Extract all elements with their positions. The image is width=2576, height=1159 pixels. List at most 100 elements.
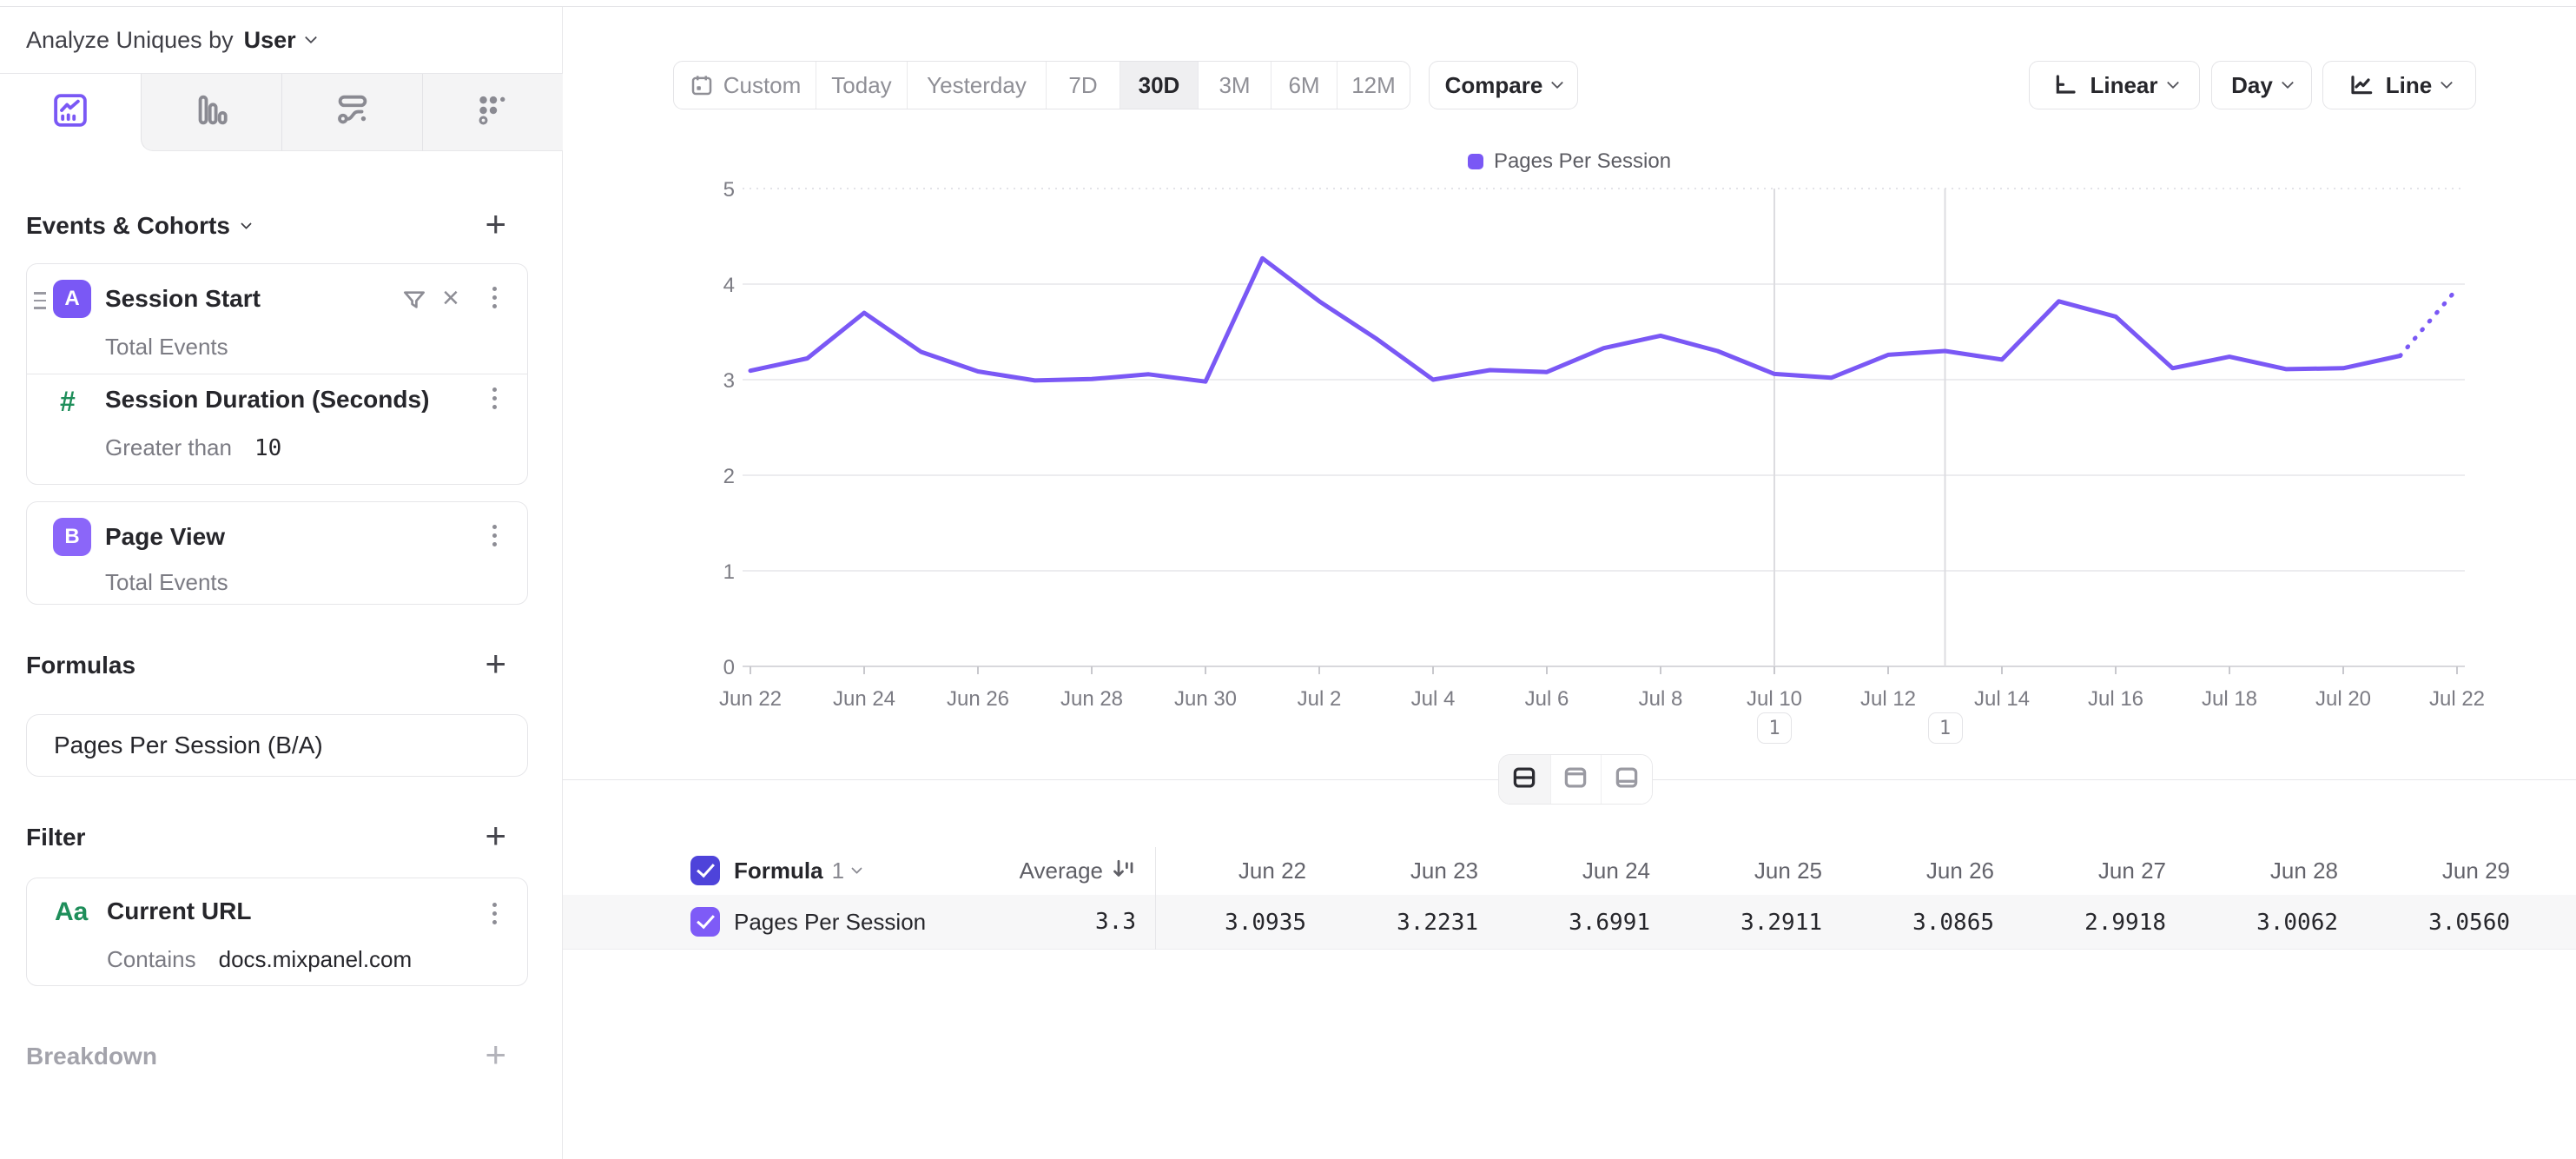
range-custom-button[interactable]: Custom [674,62,816,109]
scale-label: Linear [2090,71,2158,98]
chart-area: Pages Per Session 0 1 2 3 4 5 Jun 22 Jun 24 Jun … [563,139,2576,825]
view-table-only-button[interactable] [1601,755,1652,804]
chart-legend[interactable]: Pages Per Session [563,149,2576,174]
compare-button[interactable]: Compare [1429,61,1578,109]
table-date-values: 3.0935 3.2231 3.6991 3.2911 3.0865 2.9918 3.00… [1155,895,2531,950]
interval-dropdown[interactable]: Day [2211,61,2312,109]
range-7d-button[interactable]: 7D [1046,62,1120,109]
analyze-value-dropdown[interactable]: User [244,27,317,54]
formula-card[interactable]: Pages Per Session (B/A) [26,714,528,777]
table-date-headers: Jun 22 Jun 23 Jun 24 Jun 25 Jun 26 Jun 27 Jun … [1155,847,2531,895]
add-formula-button[interactable]: + [485,643,506,684]
average-label: Average [1019,858,1103,884]
event-b-name[interactable]: Page View [105,523,226,550]
tab-insights[interactable] [0,74,141,151]
annotation-marker[interactable]: 1 [1927,712,1963,744]
table-cell-value: 3.0062 [2256,909,2338,936]
event-a-measure[interactable]: Total Events [105,334,228,360]
select-all-checkbox[interactable] [690,856,720,885]
event-group-card: A Session Start × Total Events # Session… [26,263,528,485]
filter-value: 10 [254,435,282,461]
x-tick-label: Jul 16 [2088,687,2143,711]
chevron-down-icon [1551,76,1564,89]
chart-type-dropdown[interactable]: Line [2322,61,2476,109]
drag-handle[interactable] [34,292,46,309]
property-filter-menu-icon[interactable] [492,387,497,409]
filter-property-name[interactable]: Current URL [107,897,252,924]
analyze-header: Analyze Uniques by User [0,7,563,74]
view-chart-only-button[interactable] [1549,755,1602,804]
filter-condition[interactable]: Contains docs.mixpanel.com [107,946,412,973]
scale-dropdown[interactable]: Linear [2029,61,2200,109]
tab-bar-report[interactable] [141,74,281,151]
chevron-down-icon [2166,76,2179,89]
top-divider [0,6,2576,7]
series-line-incomplete[interactable] [2398,287,2460,358]
chevron-down-icon [851,863,862,875]
table-cell-value: 3.6991 [1569,909,1650,936]
y-tick-label: 2 [723,465,735,488]
property-filter-condition[interactable]: Greater than 10 [105,434,281,461]
formula-group-dropdown[interactable]: Formula 1 [734,858,862,884]
formulas-section-header: Formulas [26,652,135,679]
x-tick-label: Jun 28 [1060,687,1123,711]
table-column-header[interactable]: Jun 28 [2269,858,2338,884]
range-3m-button[interactable]: 3M [1198,62,1271,109]
y-tick-label: 4 [723,274,735,297]
table-column-header[interactable]: Jun 27 [2097,858,2166,884]
range-yesterday-button[interactable]: Yesterday [907,62,1046,109]
series-line[interactable] [748,255,2402,384]
event-a-menu-icon[interactable] [492,287,497,308]
event-b-badge: B [53,518,91,556]
events-section-title: Events & Cohorts [26,212,230,239]
add-event-button[interactable]: + [485,203,506,244]
linear-scale-icon [2051,71,2079,99]
table-column-header[interactable]: Jun 29 [2441,858,2510,884]
tab-flow-report[interactable] [281,74,422,151]
table-column-header[interactable]: Jun 25 [1754,858,1822,884]
table-column-header[interactable]: Jun 23 [1410,858,1478,884]
add-filter-button[interactable]: + [485,815,506,856]
event-b-menu-icon[interactable] [492,525,497,546]
tab-retention-report[interactable] [422,74,563,151]
view-split-button[interactable] [1499,755,1550,804]
bar-chart-icon [192,90,232,135]
date-range-group: Custom Today Yesterday 7D 30D 3M 6M 12M [673,61,1410,109]
event-b-measure[interactable]: Total Events [105,569,228,595]
table-row[interactable]: Pages Per Session 3.3 3.0935 3.2231 3.6991… [563,895,2576,950]
row-checkbox[interactable] [690,907,720,937]
chevron-down-icon [241,217,252,229]
x-tick-label: Jul 14 [1974,687,2030,711]
formulas-section-title: Formulas [26,652,136,679]
remove-event-icon[interactable]: × [442,281,459,315]
y-tick-label: 3 [723,369,735,393]
table-cell-value: 3.0865 [1912,909,1994,936]
range-today-button[interactable]: Today [816,62,907,109]
table-column-header[interactable]: Jun 22 [1238,858,1306,884]
range-6m-button[interactable]: 6M [1271,62,1337,109]
row-average-value: 3.3 [1095,909,1136,935]
events-section-header[interactable]: Events & Cohorts [26,212,252,240]
event-a-badge: A [53,280,91,318]
filter-icon[interactable] [400,287,428,319]
breakdown-section-header: Breakdown [26,1043,157,1070]
annotation-marker[interactable]: 1 [1757,712,1792,744]
event-a-name[interactable]: Session Start [105,285,261,312]
flow-icon [333,90,373,135]
chart-svg[interactable]: 0 1 2 3 4 5 Jun 22 Jun 24 Jun 26 Jun 28 Jun 30 Jul … [563,139,2576,765]
filter-menu-icon[interactable] [492,903,497,924]
analyze-label: Analyze Uniques by [26,26,234,53]
average-header[interactable]: Average [954,856,1136,886]
table-cell-value: 3.0935 [1225,909,1306,936]
table-column-header[interactable]: Jun 24 [1582,858,1650,884]
formula-group-number: 1 [831,858,845,884]
range-12m-button[interactable]: 12M [1337,62,1410,109]
add-breakdown-button[interactable]: + [485,1034,506,1075]
view-toggle [1498,754,1653,805]
compare-label: Compare [1444,71,1543,98]
table-column-header[interactable]: Jun 26 [1925,858,1994,884]
property-filter-name[interactable]: Session Duration (Seconds) [105,386,430,413]
range-30d-button[interactable]: 30D [1120,62,1198,109]
y-tick-label: 0 [723,656,735,679]
filter-value: docs.mixpanel.com [218,946,413,972]
